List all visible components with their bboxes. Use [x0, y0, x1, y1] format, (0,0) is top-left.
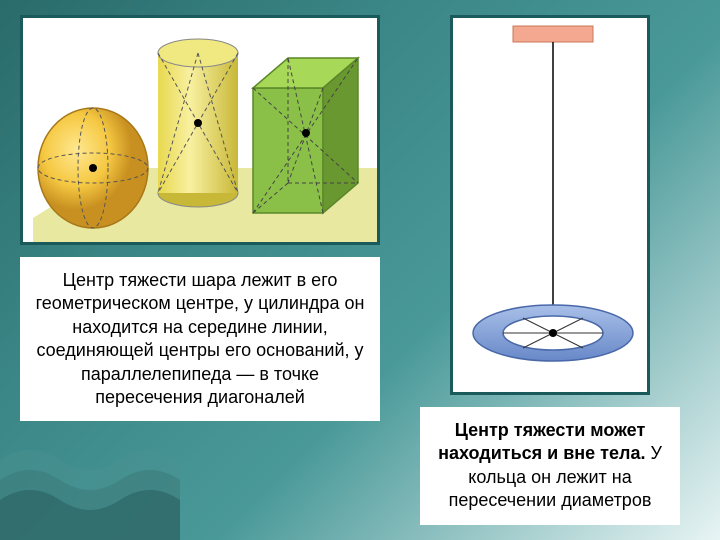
left-caption-text: Центр тяжести шара лежит в его геометрич…	[36, 270, 365, 407]
right-caption: Центр тяжести может находиться и вне тел…	[420, 407, 680, 525]
left-caption: Центр тяжести шара лежит в его геометрич…	[20, 257, 380, 421]
shapes-figure	[20, 15, 380, 245]
ring-figure	[450, 15, 650, 395]
right-caption-bold: Центр тяжести может находиться и вне тел…	[438, 420, 645, 463]
wave-decoration	[0, 400, 180, 540]
